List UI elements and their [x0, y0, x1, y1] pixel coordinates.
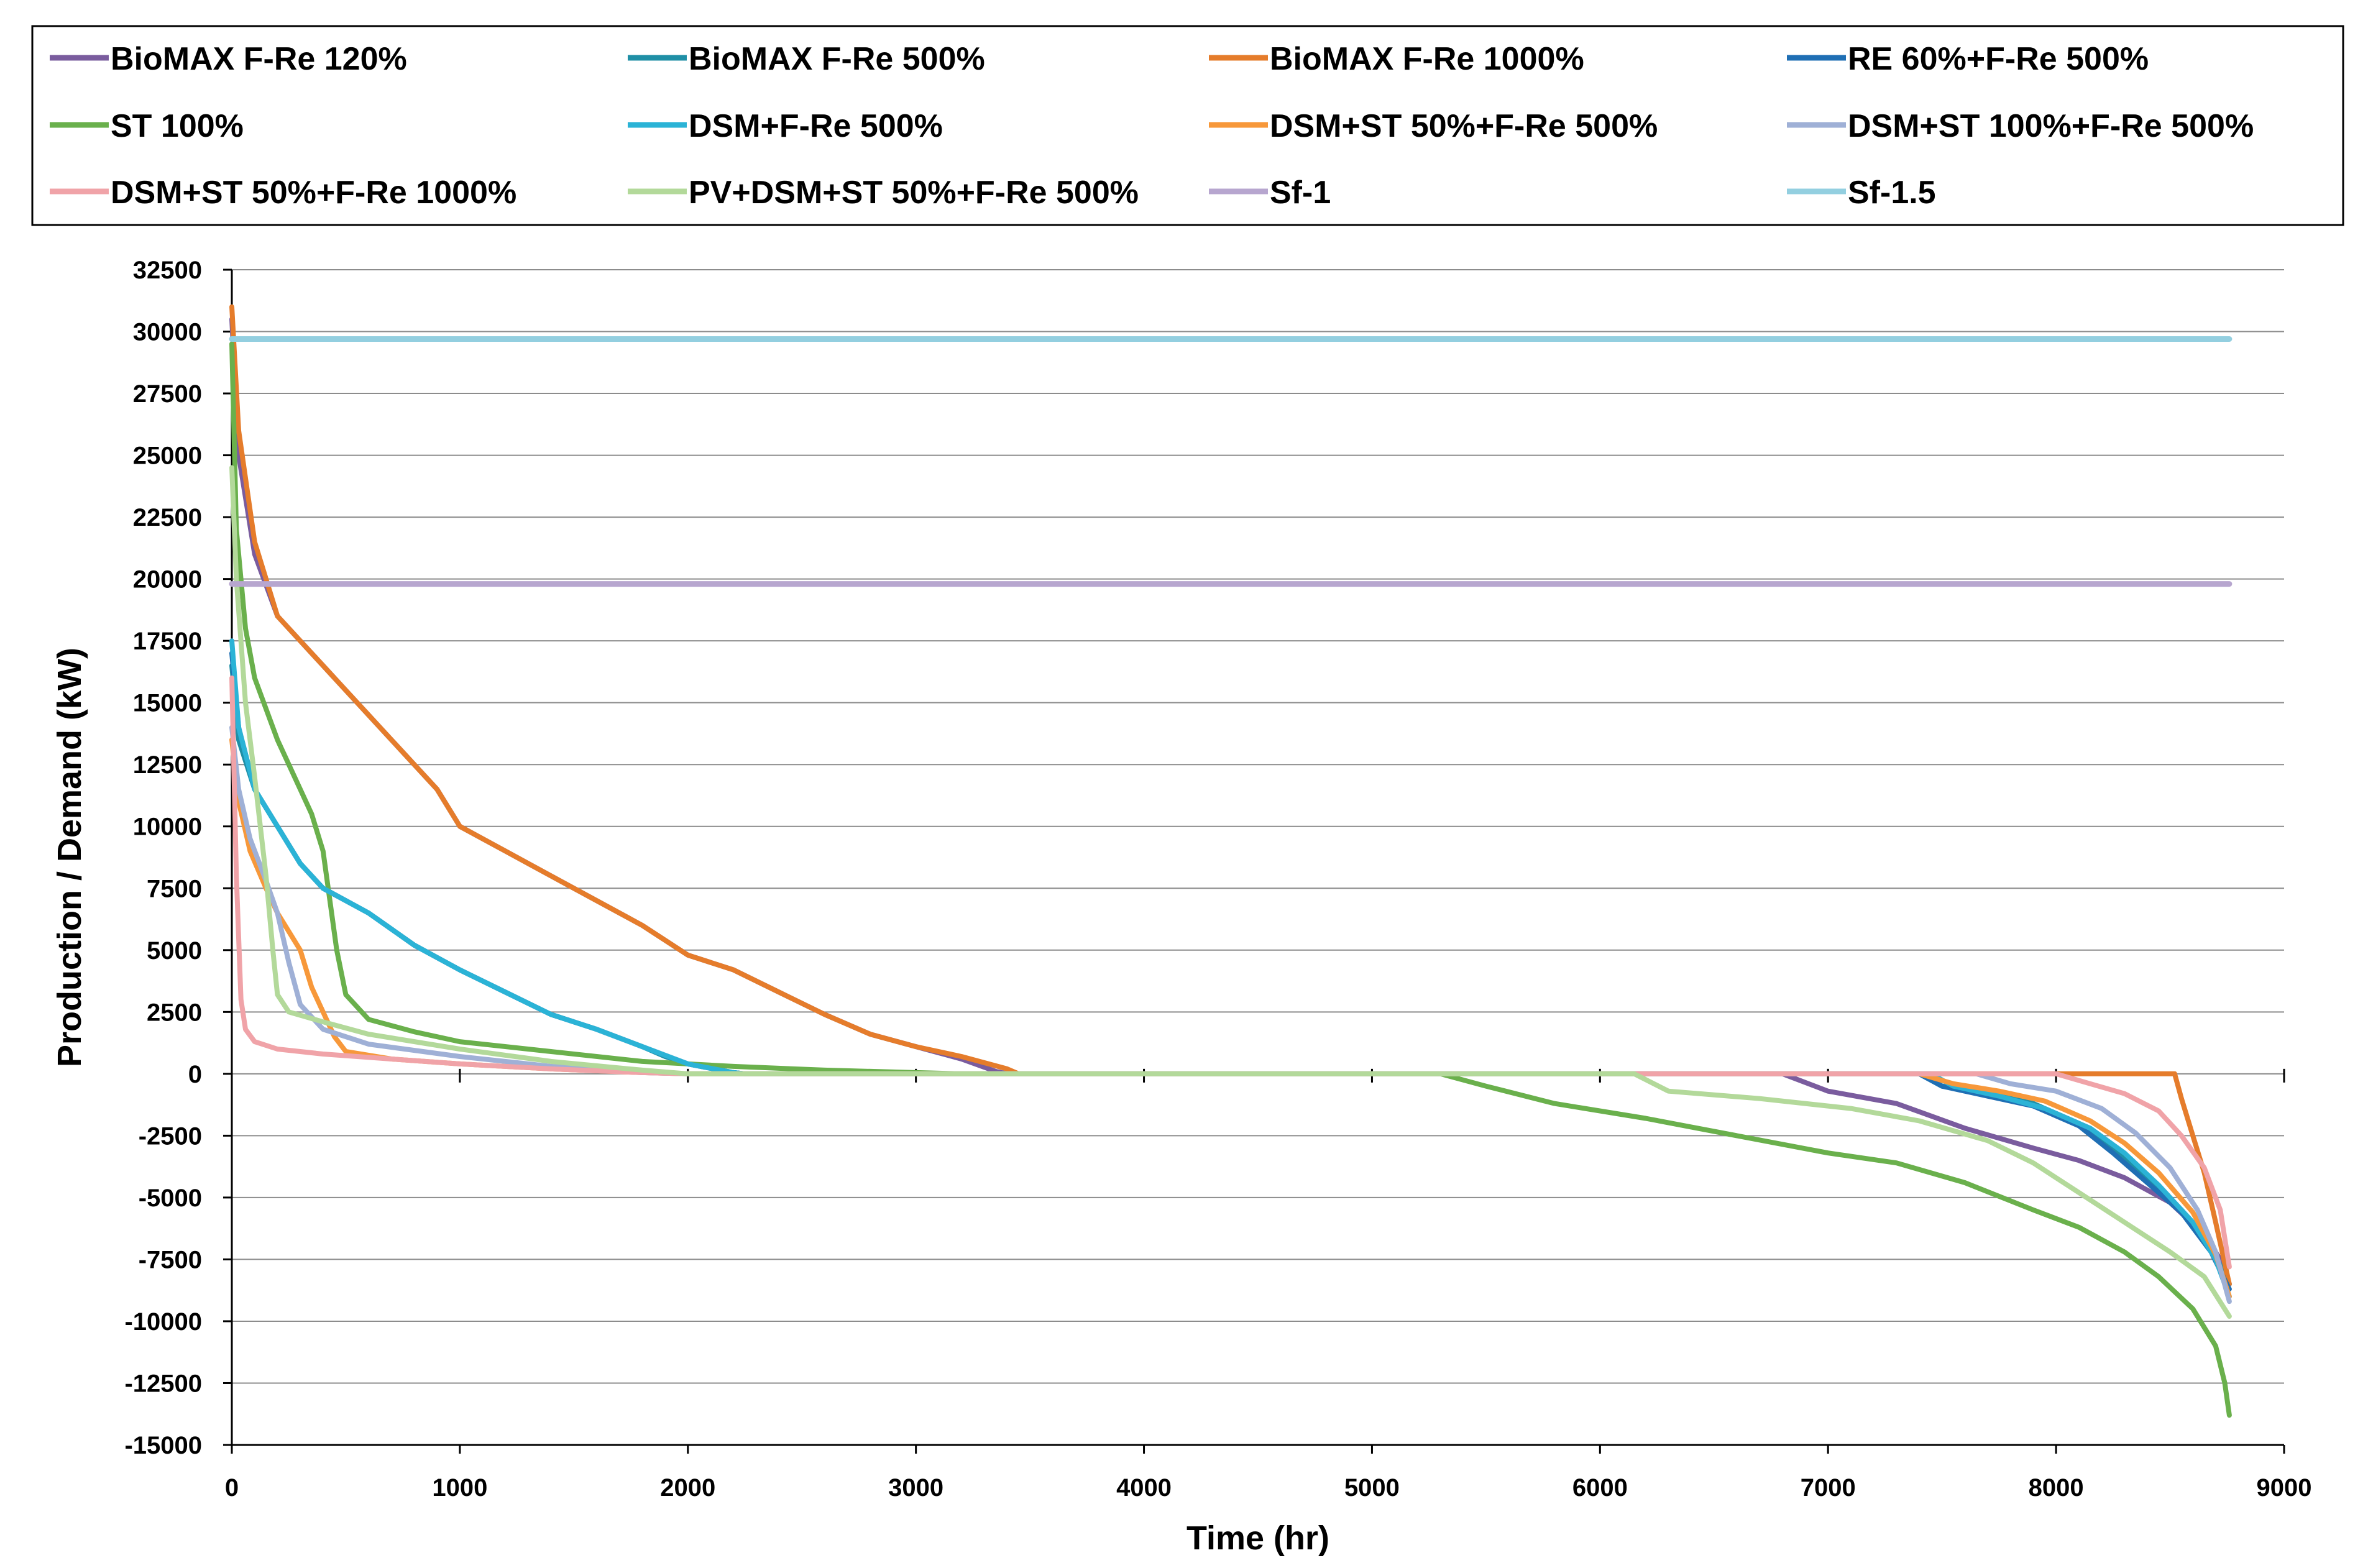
x-axis-title: Time (hr)	[1186, 1520, 1329, 1557]
x-tick-label: 7000	[1801, 1474, 1856, 1502]
gridlines	[232, 269, 2284, 1446]
legend-label-9: DSM+ST 50%+F-Re 1000%	[111, 175, 516, 211]
y-tick-label: 10000	[133, 814, 202, 841]
x-tick-label: 1000	[432, 1474, 487, 1502]
legend-label-12: Sf-1.5	[1848, 175, 1936, 211]
series-line-7	[229, 737, 2232, 1300]
x-tick-label: 4000	[1116, 1474, 1172, 1502]
series-line-4	[229, 651, 2232, 1292]
y-tick-label: -7500	[139, 1246, 202, 1273]
y-tick-label: 12500	[133, 751, 202, 779]
legend-label-7: DSM+ST 50%+F-Re 500%	[1270, 108, 1658, 144]
x-tick-label: 3000	[888, 1474, 943, 1502]
y-tick-label: 17500	[133, 628, 202, 655]
y-tick-label: 30000	[133, 319, 202, 346]
y-tick-label: -5000	[139, 1185, 202, 1212]
legend: BioMAX F-Re 120% BioMAX F-Re 500% BioMAX F…	[50, 41, 2254, 211]
x-tick-label: 0	[225, 1474, 239, 1502]
axes: 3250030000275002500022500200001750015000…	[124, 257, 2311, 1502]
y-tick-label: 5000	[147, 937, 202, 965]
series-line-1	[229, 316, 2232, 1287]
y-tick-label: 32500	[133, 257, 202, 284]
y-tick-label: -15000	[124, 1432, 202, 1459]
series-lines	[229, 304, 2233, 1418]
y-axis-title: Production / Demand (kW)	[51, 648, 88, 1067]
series-line-9	[229, 675, 2232, 1270]
y-tick-label: 15000	[133, 690, 202, 717]
y-tick-label: -2500	[139, 1122, 202, 1150]
series-line-6	[229, 638, 2232, 1300]
y-tick-label: 20000	[133, 566, 202, 594]
series-line-3	[229, 304, 2232, 1287]
x-tick-label: 9000	[2257, 1474, 2312, 1502]
series-line-8	[229, 725, 2232, 1304]
series-line-5	[229, 341, 2232, 1418]
legend-label-8: DSM+ST 100%+F-Re 500%	[1848, 108, 2254, 144]
y-tick-label: 25000	[133, 442, 202, 470]
legend-label-10: PV+DSM+ST 50%+F-Re 500%	[689, 175, 1139, 211]
legend-label-6: DSM+F-Re 500%	[689, 108, 943, 144]
legend-label-5: ST 100%	[111, 108, 244, 144]
y-tick-label: 2500	[147, 999, 202, 1026]
legend-label-4: RE 60%+F-Re 500%	[1848, 41, 2149, 77]
y-tick-label: 7500	[147, 875, 202, 902]
y-tick-label: -12500	[124, 1370, 202, 1397]
legend-box	[31, 25, 2344, 226]
y-tick-label: 0	[188, 1061, 202, 1088]
x-tick-label: 2000	[660, 1474, 715, 1502]
x-tick-label: 6000	[1572, 1474, 1628, 1502]
y-tick-label: 27500	[133, 380, 202, 408]
series-line-2	[229, 663, 2232, 1287]
y-tick-label: -10000	[124, 1308, 202, 1336]
x-tick-label: 8000	[2029, 1474, 2084, 1502]
legend-label-1: BioMAX F-Re 120%	[111, 41, 407, 77]
legend-label-11: Sf-1	[1270, 175, 1331, 211]
legend-label-3: BioMAX F-Re 1000%	[1270, 41, 1584, 77]
legend-label-2: BioMAX F-Re 500%	[689, 41, 985, 77]
y-tick-label: 22500	[133, 504, 202, 531]
x-tick-label: 5000	[1344, 1474, 1400, 1502]
series-line-10	[229, 465, 2232, 1319]
